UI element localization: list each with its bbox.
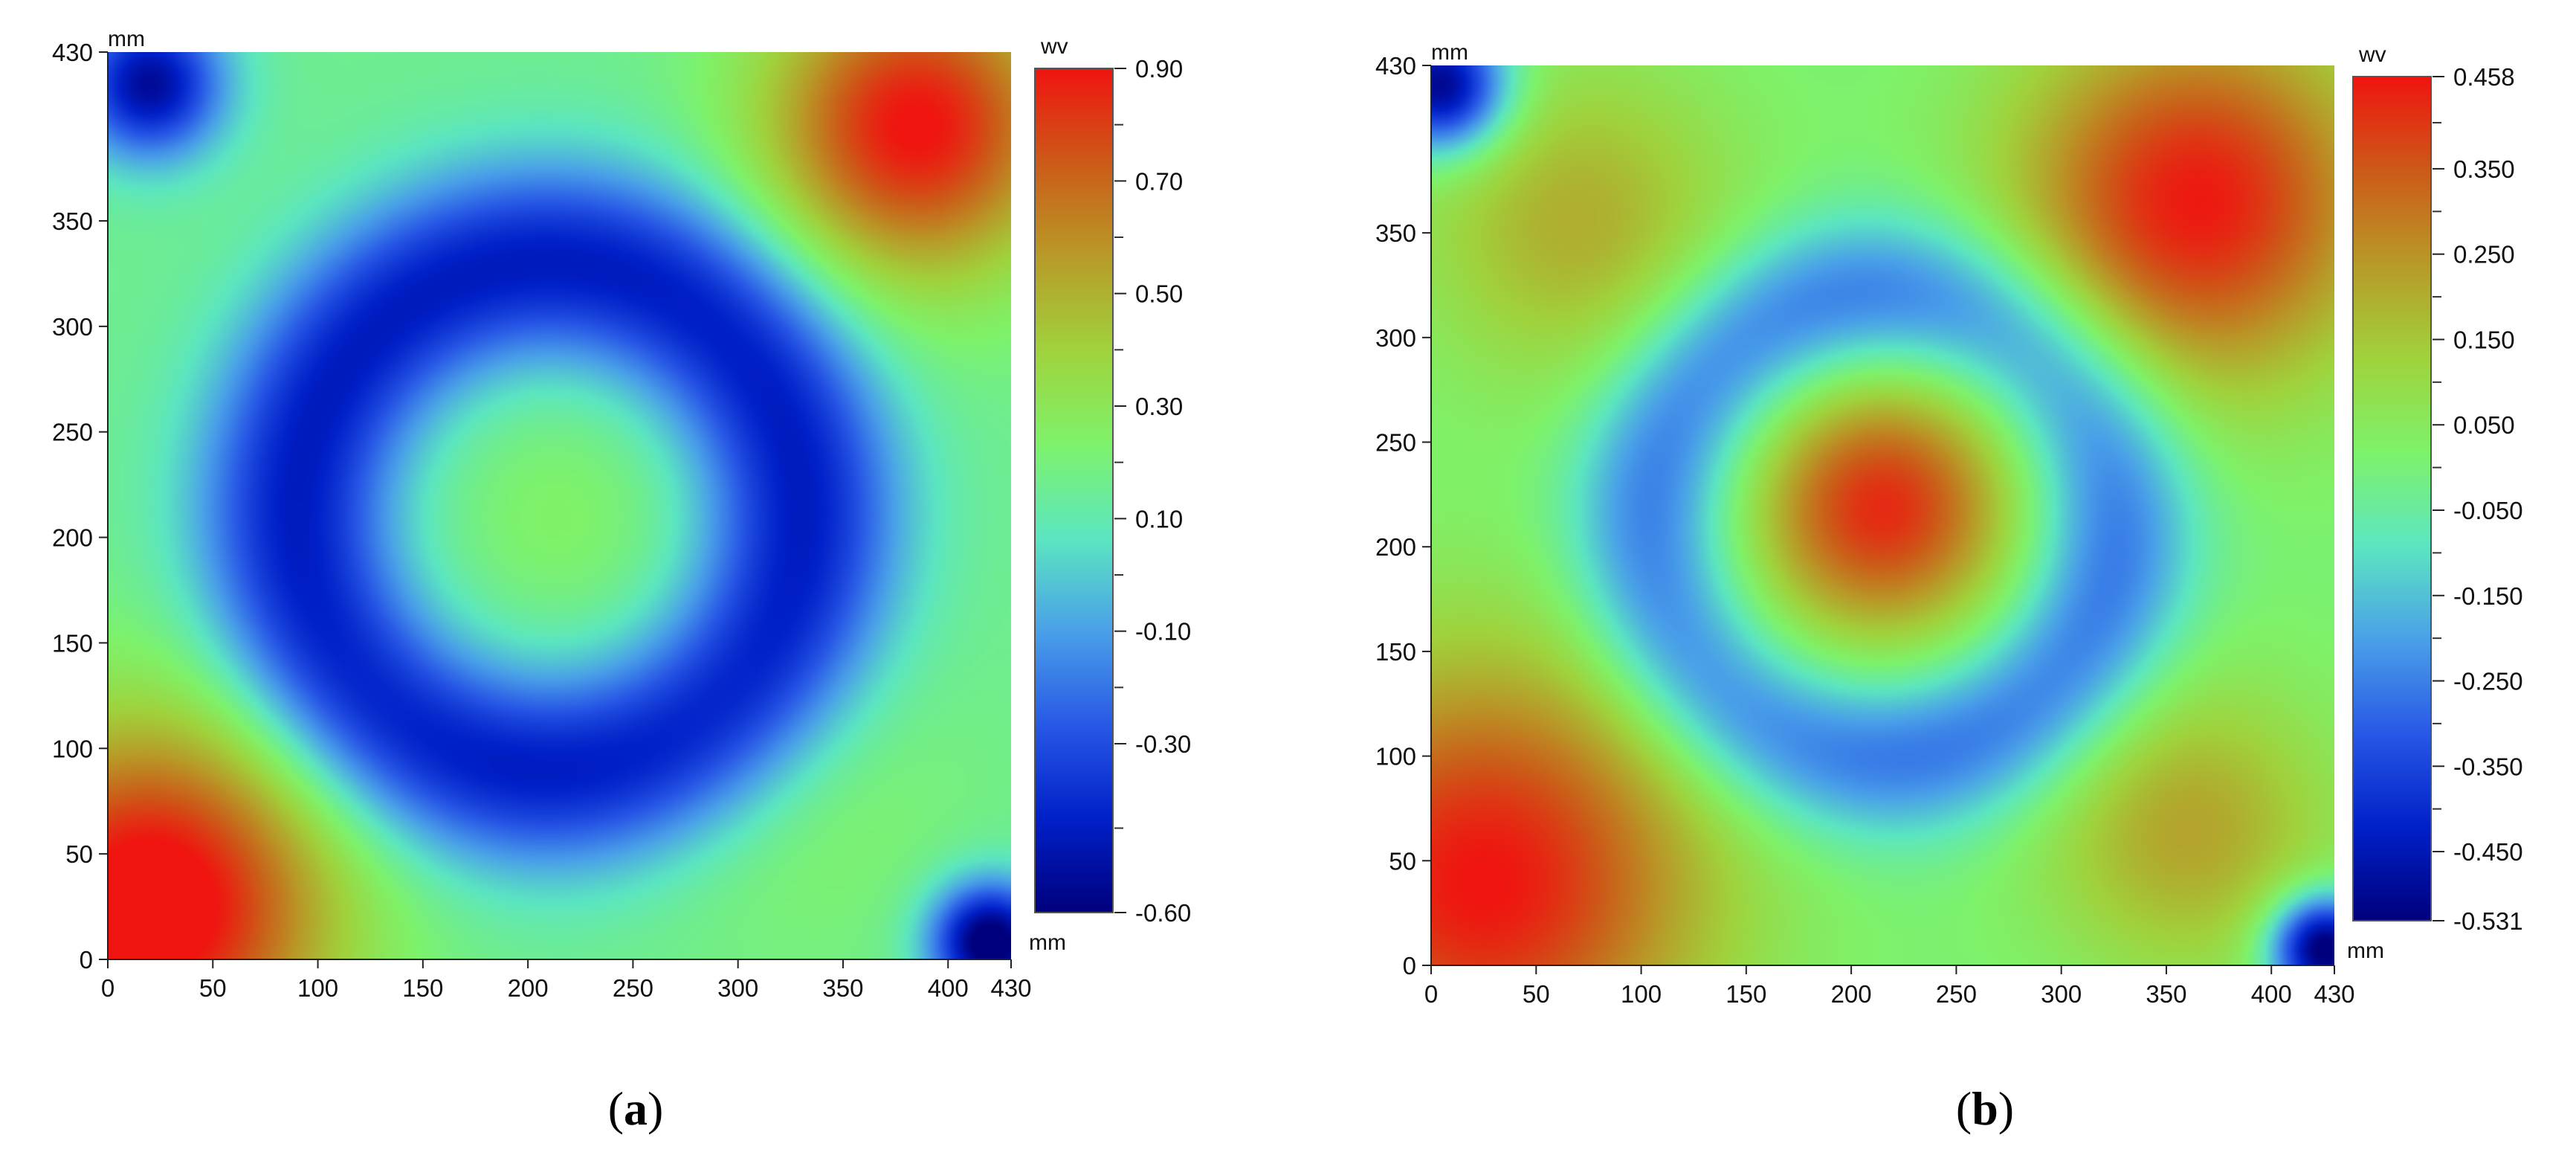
y-tick-label: 350 [52,207,93,235]
colorbar-tick-label: -0.450 [2453,838,2523,866]
y-tick-label: 200 [52,524,93,552]
colorbar-tick-label: -0.250 [2453,668,2523,695]
colorbar-unit-label: wv [2358,42,2386,67]
colorbar-tick-label: 0.50 [1135,280,1183,308]
colorbar-unit-label: wv [1040,34,1068,59]
y-tick-label: 250 [1375,429,1416,457]
y-tick-label: 300 [52,313,93,341]
x-tick-label: 400 [2251,980,2292,1008]
x-tick-label: 150 [1726,980,1766,1008]
x-tick-label: 100 [1621,980,1662,1008]
x-tick-label: 430 [990,974,1031,1002]
colorbar-tick-label: -0.10 [1135,618,1191,646]
x-tick-label: 50 [1523,980,1550,1008]
x-tick-label: 50 [199,974,227,1002]
y-tick-label: 250 [52,419,93,446]
y-tick-label: 100 [52,735,93,762]
colorbar-tick-label: 0.050 [2453,411,2515,439]
y-axis-unit-label: mm [1431,40,1468,65]
colorbar-tick-label: -0.050 [2453,497,2523,524]
x-tick-label: 350 [822,974,863,1002]
colorbar-tick-label: 0.150 [2453,326,2515,353]
y-tick-label: 150 [52,629,93,657]
x-tick-label: 0 [101,974,114,1002]
y-tick-label: 0 [1403,952,1416,979]
colorbar-tick-label: 0.30 [1135,393,1183,420]
heatmap-panel-b: 0 50 100 150 200 250 300 350 400 430 0 50 100 150 200 2… [1375,40,2523,1008]
y-tick-label: 50 [1389,847,1416,875]
colorbar-tick-label: -0.30 [1135,730,1191,758]
x-tick-label: 100 [297,974,338,1002]
panel-b-caption: (b) [1956,1082,2014,1135]
colorbar [1034,68,1114,913]
x-tick-label: 300 [717,974,758,1002]
x-tick-label: 200 [508,974,549,1002]
colorbar-tick-label: -0.531 [2453,907,2523,935]
y-tick-label: 150 [1375,638,1416,666]
x-tick-label: 0 [1424,980,1438,1008]
panel-a-caption: (a) [608,1082,664,1135]
y-tick-label: 0 [80,946,93,974]
y-tick-label: 430 [1375,52,1416,80]
colorbar-tick-label: -0.60 [1135,899,1191,927]
y-tick-label: 200 [1375,533,1416,561]
x-tick-label: 300 [2041,980,2082,1008]
x-axis-unit-label: mm [1029,930,1066,955]
colorbar-tick-label: -0.350 [2453,753,2523,780]
colorbar-tick-label: -0.150 [2453,582,2523,610]
heatmap-panel-a: 0 50 100 150 200 250 300 350 400 430 0 50 100 150 200 2… [52,27,1191,1002]
y-tick-label: 350 [1375,219,1416,247]
x-tick-label: 150 [402,974,443,1002]
colorbar-tick-label: 0.10 [1135,505,1183,533]
y-axis-unit-label: mm [108,27,145,51]
y-tick-label: 430 [52,39,93,66]
colorbar-tick-label: 0.90 [1135,55,1183,83]
x-tick-label: 400 [928,974,969,1002]
x-tick-label: 350 [2146,980,2186,1008]
y-tick-label: 50 [65,840,93,868]
heatmap-image [108,52,1011,959]
x-tick-label: 430 [2314,980,2354,1008]
y-tick-label: 100 [1375,743,1416,770]
x-axis-unit-label: mm [2347,939,2384,963]
heatmap-image [1431,65,2334,965]
x-tick-label: 250 [1936,980,1977,1008]
y-tick-label: 300 [1375,324,1416,352]
colorbar-tick-label: 0.458 [2453,63,2515,91]
colorbar-tick-label: 0.350 [2453,155,2515,183]
x-tick-label: 200 [1831,980,1872,1008]
colorbar-tick-label: 0.70 [1135,167,1183,195]
x-tick-label: 250 [613,974,653,1002]
colorbar-tick-label: 0.250 [2453,241,2515,268]
colorbar [2352,76,2432,921]
